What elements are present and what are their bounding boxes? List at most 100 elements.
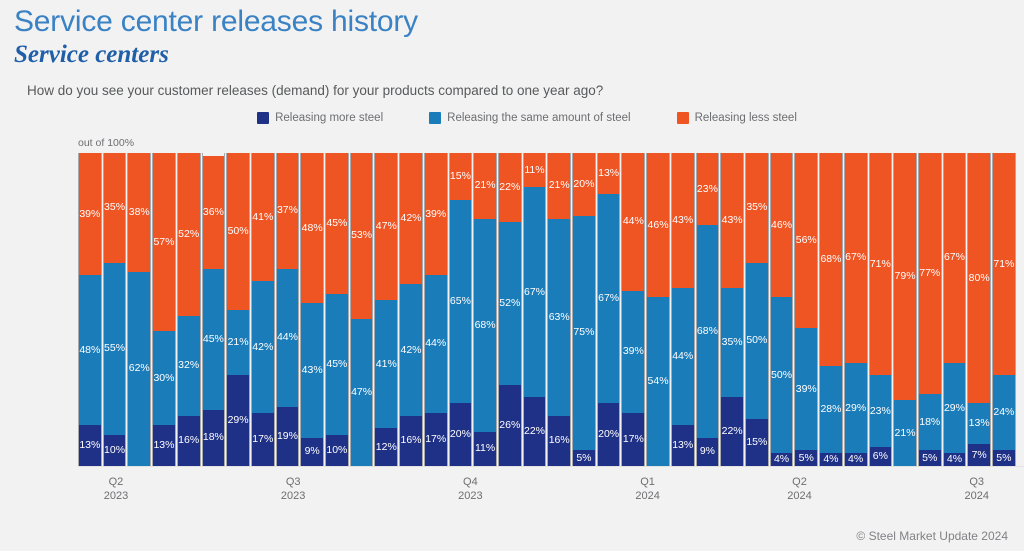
bar-segment-less[interactable]: 46%: [770, 153, 793, 297]
bar-segment-same[interactable]: 42%: [400, 284, 422, 416]
legend-item[interactable]: Releasing more steel: [257, 112, 383, 124]
stacked-bar[interactable]: 52% 32% 16%: [176, 153, 201, 466]
bar-segment-same[interactable]: 43%: [301, 303, 324, 438]
bar-segment-less[interactable]: 36%: [202, 156, 225, 269]
bar-segment-same[interactable]: 62%: [128, 271, 151, 466]
bar-segment-same[interactable]: 23%: [869, 375, 892, 448]
stacked-bar[interactable]: 48% 43% 9%: [300, 153, 325, 466]
bar-segment-same[interactable]: 52%: [498, 221, 521, 385]
stacked-bar[interactable]: 21% 68% 11%: [473, 153, 497, 466]
bar-segment-more[interactable]: 13%: [153, 425, 175, 466]
bar-segment-same[interactable]: 42%: [251, 281, 274, 413]
legend-item[interactable]: Releasing the same amount of steel: [429, 112, 631, 124]
bar-segment-less[interactable]: 47%: [375, 153, 398, 301]
bar-segment-same[interactable]: 44%: [276, 268, 299, 407]
stacked-bar[interactable]: 79%21%0%: [893, 153, 917, 466]
bar-segment-more[interactable]: 15%: [745, 419, 768, 466]
bar-segment-same[interactable]: 18%: [918, 394, 941, 451]
bar-segment-more[interactable]: 5%: [573, 450, 595, 466]
stacked-bar[interactable]: 67% 29% 4%: [843, 153, 868, 466]
stacked-bar[interactable]: 13% 67% 20%: [596, 153, 621, 466]
bar-segment-less[interactable]: 21%: [474, 153, 496, 219]
bar-segment-less[interactable]: 39%: [424, 153, 447, 276]
bar-segment-more[interactable]: 20%: [449, 403, 472, 466]
stacked-bar[interactable]: 35% 55% 10%: [102, 153, 127, 466]
bar-segment-less[interactable]: 71%: [869, 153, 892, 376]
stacked-bar[interactable]: 22% 52% 26%: [497, 153, 522, 466]
bar-segment-less[interactable]: 46%: [647, 153, 669, 297]
bar-segment-same[interactable]: 63%: [548, 218, 571, 416]
bar-segment-same[interactable]: 41%: [375, 300, 398, 429]
bar-segment-same[interactable]: 29%: [943, 362, 966, 454]
bar-segment-less[interactable]: 57%: [153, 153, 175, 332]
stacked-bar[interactable]: 47% 41% 12%: [374, 153, 399, 466]
stacked-bar[interactable]: 39% 48% 13%: [78, 153, 102, 466]
bar-segment-less[interactable]: 21%: [548, 153, 571, 219]
bar-segment-more[interactable]: 10%: [103, 434, 126, 466]
bar-segment-same[interactable]: 67%: [523, 187, 546, 398]
bar-segment-less[interactable]: 42%: [400, 153, 422, 285]
bar-segment-more[interactable]: 16%: [548, 415, 571, 466]
bar-segment-more[interactable]: 4%: [844, 453, 867, 466]
stacked-bar[interactable]: 37% 44% 19%: [275, 153, 300, 466]
bar-segment-less[interactable]: 41%: [251, 153, 274, 282]
bar-segment-more[interactable]: 4%: [943, 453, 966, 466]
bar-segment-more[interactable]: 5%: [795, 450, 818, 466]
stacked-bar[interactable]: 46%54%0%: [646, 153, 670, 466]
stacked-bar[interactable]: 42% 42% 16%: [399, 153, 423, 466]
stacked-bar[interactable]: 68% 28% 4%: [819, 153, 843, 466]
bar-segment-less[interactable]: 45%: [326, 153, 348, 294]
bar-segment-less[interactable]: 71%: [993, 153, 1015, 376]
bar-segment-more[interactable]: 18%: [202, 409, 225, 466]
stacked-bar[interactable]: 80% 13% 7%: [967, 153, 992, 466]
bar-segment-less[interactable]: 43%: [671, 153, 694, 288]
bar-segment-less[interactable]: 77%: [918, 153, 941, 395]
bar-segment-less[interactable]: 20%: [573, 153, 595, 216]
bar-segment-more[interactable]: 9%: [696, 437, 719, 466]
bar-segment-same[interactable]: 21%: [894, 400, 916, 466]
stacked-bar[interactable]: 43% 44% 13%: [670, 153, 695, 466]
stacked-bar[interactable]: 38%62%0%: [127, 153, 152, 466]
bar-segment-less[interactable]: 37%: [276, 153, 299, 269]
bar-segment-more[interactable]: 20%: [597, 403, 620, 466]
stacked-bar[interactable]: 41% 42% 17%: [250, 153, 275, 466]
bar-segment-same[interactable]: 28%: [820, 365, 842, 454]
stacked-bar[interactable]: 57% 30% 13%: [152, 153, 176, 466]
bar-segment-less[interactable]: 52%: [177, 153, 200, 316]
bar-segment-more[interactable]: 26%: [498, 384, 521, 466]
stacked-bar[interactable]: 56% 39% 5%: [794, 153, 819, 466]
bar-segment-same[interactable]: 30%: [153, 331, 175, 426]
bar-segment-same[interactable]: 50%: [745, 262, 768, 420]
bar-segment-less[interactable]: 79%: [894, 153, 916, 401]
bar-segment-less[interactable]: 80%: [968, 153, 991, 404]
bar-segment-more[interactable]: 16%: [400, 415, 422, 466]
stacked-bar[interactable]: 71% 23% 6%: [868, 153, 893, 466]
bar-segment-same[interactable]: 35%: [721, 287, 743, 398]
bar-segment-more[interactable]: 17%: [251, 412, 274, 466]
bar-segment-same[interactable]: 45%: [202, 268, 225, 410]
bar-segment-less[interactable]: 13%: [597, 153, 620, 194]
bar-segment-more[interactable]: 4%: [820, 453, 842, 466]
stacked-bar[interactable]: 11% 67% 22%: [522, 153, 547, 466]
bar-segment-same[interactable]: 29%: [844, 362, 867, 454]
bar-segment-more[interactable]: 29%: [227, 375, 249, 466]
bar-segment-less[interactable]: 11%: [523, 153, 546, 188]
bar-segment-less[interactable]: 35%: [103, 153, 126, 263]
stacked-bar[interactable]: 36% 45% 18%: [201, 153, 226, 466]
bar-segment-same[interactable]: 68%: [696, 225, 719, 438]
bar-segment-same[interactable]: 68%: [474, 218, 496, 432]
bar-segment-less[interactable]: 50%: [227, 153, 249, 310]
stacked-bar[interactable]: 44% 39% 17%: [621, 153, 646, 466]
stacked-bar[interactable]: 53%47%0%: [349, 153, 374, 466]
bar-segment-less[interactable]: 56%: [795, 153, 818, 329]
bar-segment-same[interactable]: 48%: [79, 275, 101, 426]
bar-segment-same[interactable]: 67%: [597, 193, 620, 404]
bar-segment-more[interactable]: 5%: [993, 450, 1015, 466]
bar-segment-more[interactable]: 17%: [622, 412, 645, 466]
bar-segment-same[interactable]: 24%: [993, 375, 1015, 451]
bar-segment-less[interactable]: 67%: [844, 153, 867, 363]
bar-segment-same[interactable]: 39%: [795, 328, 818, 451]
bar-segment-less[interactable]: 22%: [498, 153, 521, 222]
stacked-bar[interactable]: 46% 50% 4%: [769, 153, 794, 466]
stacked-bar[interactable]: 21% 63% 16%: [547, 153, 572, 466]
